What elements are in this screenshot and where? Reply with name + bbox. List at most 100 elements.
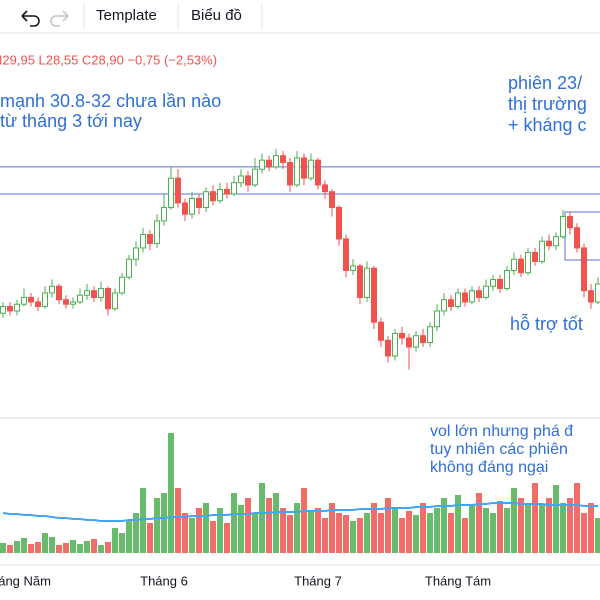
- candle-body: [231, 182, 237, 195]
- volume-bar: [434, 508, 440, 553]
- candle-body: [399, 332, 405, 339]
- candle-body: [504, 269, 510, 289]
- candle-body: [469, 290, 475, 303]
- volume-bar: [294, 503, 300, 553]
- candle-body: [119, 276, 125, 294]
- annotation: không đáng ngại: [430, 459, 548, 476]
- volume-bar: [56, 545, 62, 553]
- candle-body: [455, 292, 461, 307]
- volume-bar: [91, 539, 97, 553]
- volume-bar: [140, 488, 146, 553]
- undo-icon[interactable]: [21, 10, 40, 27]
- volume-bar: [7, 545, 13, 553]
- candle-body: [427, 326, 433, 343]
- candle-body: [77, 294, 83, 303]
- annotation: mạnh 30.8-32 chưa lần nào: [0, 91, 221, 111]
- volume-bar: [259, 483, 265, 553]
- volume-bar: [483, 508, 489, 553]
- volume-bar: [133, 513, 139, 553]
- candle-body: [21, 296, 27, 305]
- candle-body: [175, 177, 181, 204]
- volume-bar: [462, 518, 468, 553]
- volume-bar: [497, 501, 503, 553]
- volume-bar: [371, 503, 377, 553]
- volume-bar: [84, 541, 90, 553]
- candle-body: [525, 251, 531, 274]
- x-tick-label: Tháng Tám: [425, 573, 491, 588]
- candle-body: [140, 233, 146, 249]
- candle-body: [133, 247, 139, 260]
- volume-bar: [364, 513, 370, 553]
- volume-bar: [182, 513, 188, 553]
- candle-body: [546, 240, 552, 247]
- candle-body: [266, 159, 272, 168]
- volume-bar: [476, 493, 482, 553]
- x-tick-label: Tháng 7: [294, 573, 342, 588]
- candle-body: [539, 240, 545, 262]
- volume-bar: [231, 493, 237, 553]
- candle-body: [336, 206, 342, 240]
- volume-bar: [469, 505, 475, 553]
- volume-bar: [245, 498, 251, 553]
- volume-bar: [280, 508, 286, 553]
- volume-bar: [14, 541, 20, 553]
- volume-bar: [441, 498, 447, 553]
- volume-bar: [77, 544, 83, 553]
- candle-body: [203, 191, 209, 208]
- volume-bar: [175, 488, 181, 553]
- volume-bar: [420, 503, 426, 553]
- candle-body: [567, 215, 573, 229]
- candle-body: [385, 339, 391, 357]
- candle-body: [0, 305, 6, 314]
- volume-bar: [448, 513, 454, 553]
- candle-body: [392, 332, 398, 357]
- candle-body: [56, 285, 62, 301]
- candle-body: [168, 177, 174, 208]
- volume-bar: [350, 521, 356, 553]
- volume-bar: [315, 508, 321, 553]
- volume-bar: [595, 518, 600, 553]
- volume-bar: [217, 508, 223, 553]
- candle-body: [560, 215, 566, 238]
- volume-bar: [126, 521, 132, 553]
- volume-bar: [532, 483, 538, 553]
- volume-bar: [196, 508, 202, 553]
- annotation: tuy nhiên các phiên: [430, 441, 568, 458]
- candle-body: [42, 292, 48, 307]
- volume-bar: [574, 483, 580, 553]
- candle-body: [448, 299, 454, 307]
- volume-bar: [35, 542, 41, 553]
- candle-body: [196, 197, 202, 208]
- candle-body: [112, 292, 118, 310]
- candle-body: [462, 292, 468, 303]
- candle-body: [126, 258, 132, 278]
- candle-body: [245, 175, 251, 186]
- candle-body: [441, 299, 447, 312]
- volume-bar: [49, 537, 55, 553]
- candle-body: [406, 337, 412, 348]
- volume-bar: [189, 518, 195, 553]
- volume-bar: [455, 495, 461, 553]
- candle-body: [280, 155, 286, 163]
- volume-bar: [273, 493, 279, 553]
- candle-body: [315, 159, 321, 186]
- volume-bar: [0, 543, 6, 553]
- ohlc-legend: H29,95 L28,55 C28,90 −0,75 (−2,53%): [0, 52, 217, 67]
- template-button[interactable]: Template: [96, 7, 157, 24]
- volume-bar: [427, 513, 433, 553]
- volume-bar: [112, 528, 118, 553]
- volume-bar: [560, 503, 566, 553]
- volume-bar: [399, 518, 405, 553]
- volume-bar: [504, 508, 510, 553]
- volume-bar: [21, 538, 27, 553]
- volume-bar: [308, 511, 314, 553]
- candle-body: [301, 157, 307, 179]
- chart-button[interactable]: Biểu đồ: [191, 7, 242, 24]
- candle-body: [189, 197, 195, 215]
- candle-body: [595, 283, 600, 303]
- candle-body: [413, 335, 419, 348]
- candle-body: [259, 159, 265, 170]
- volume-bar: [329, 503, 335, 553]
- toolbar: Template Biểu đồ: [0, 4, 600, 34]
